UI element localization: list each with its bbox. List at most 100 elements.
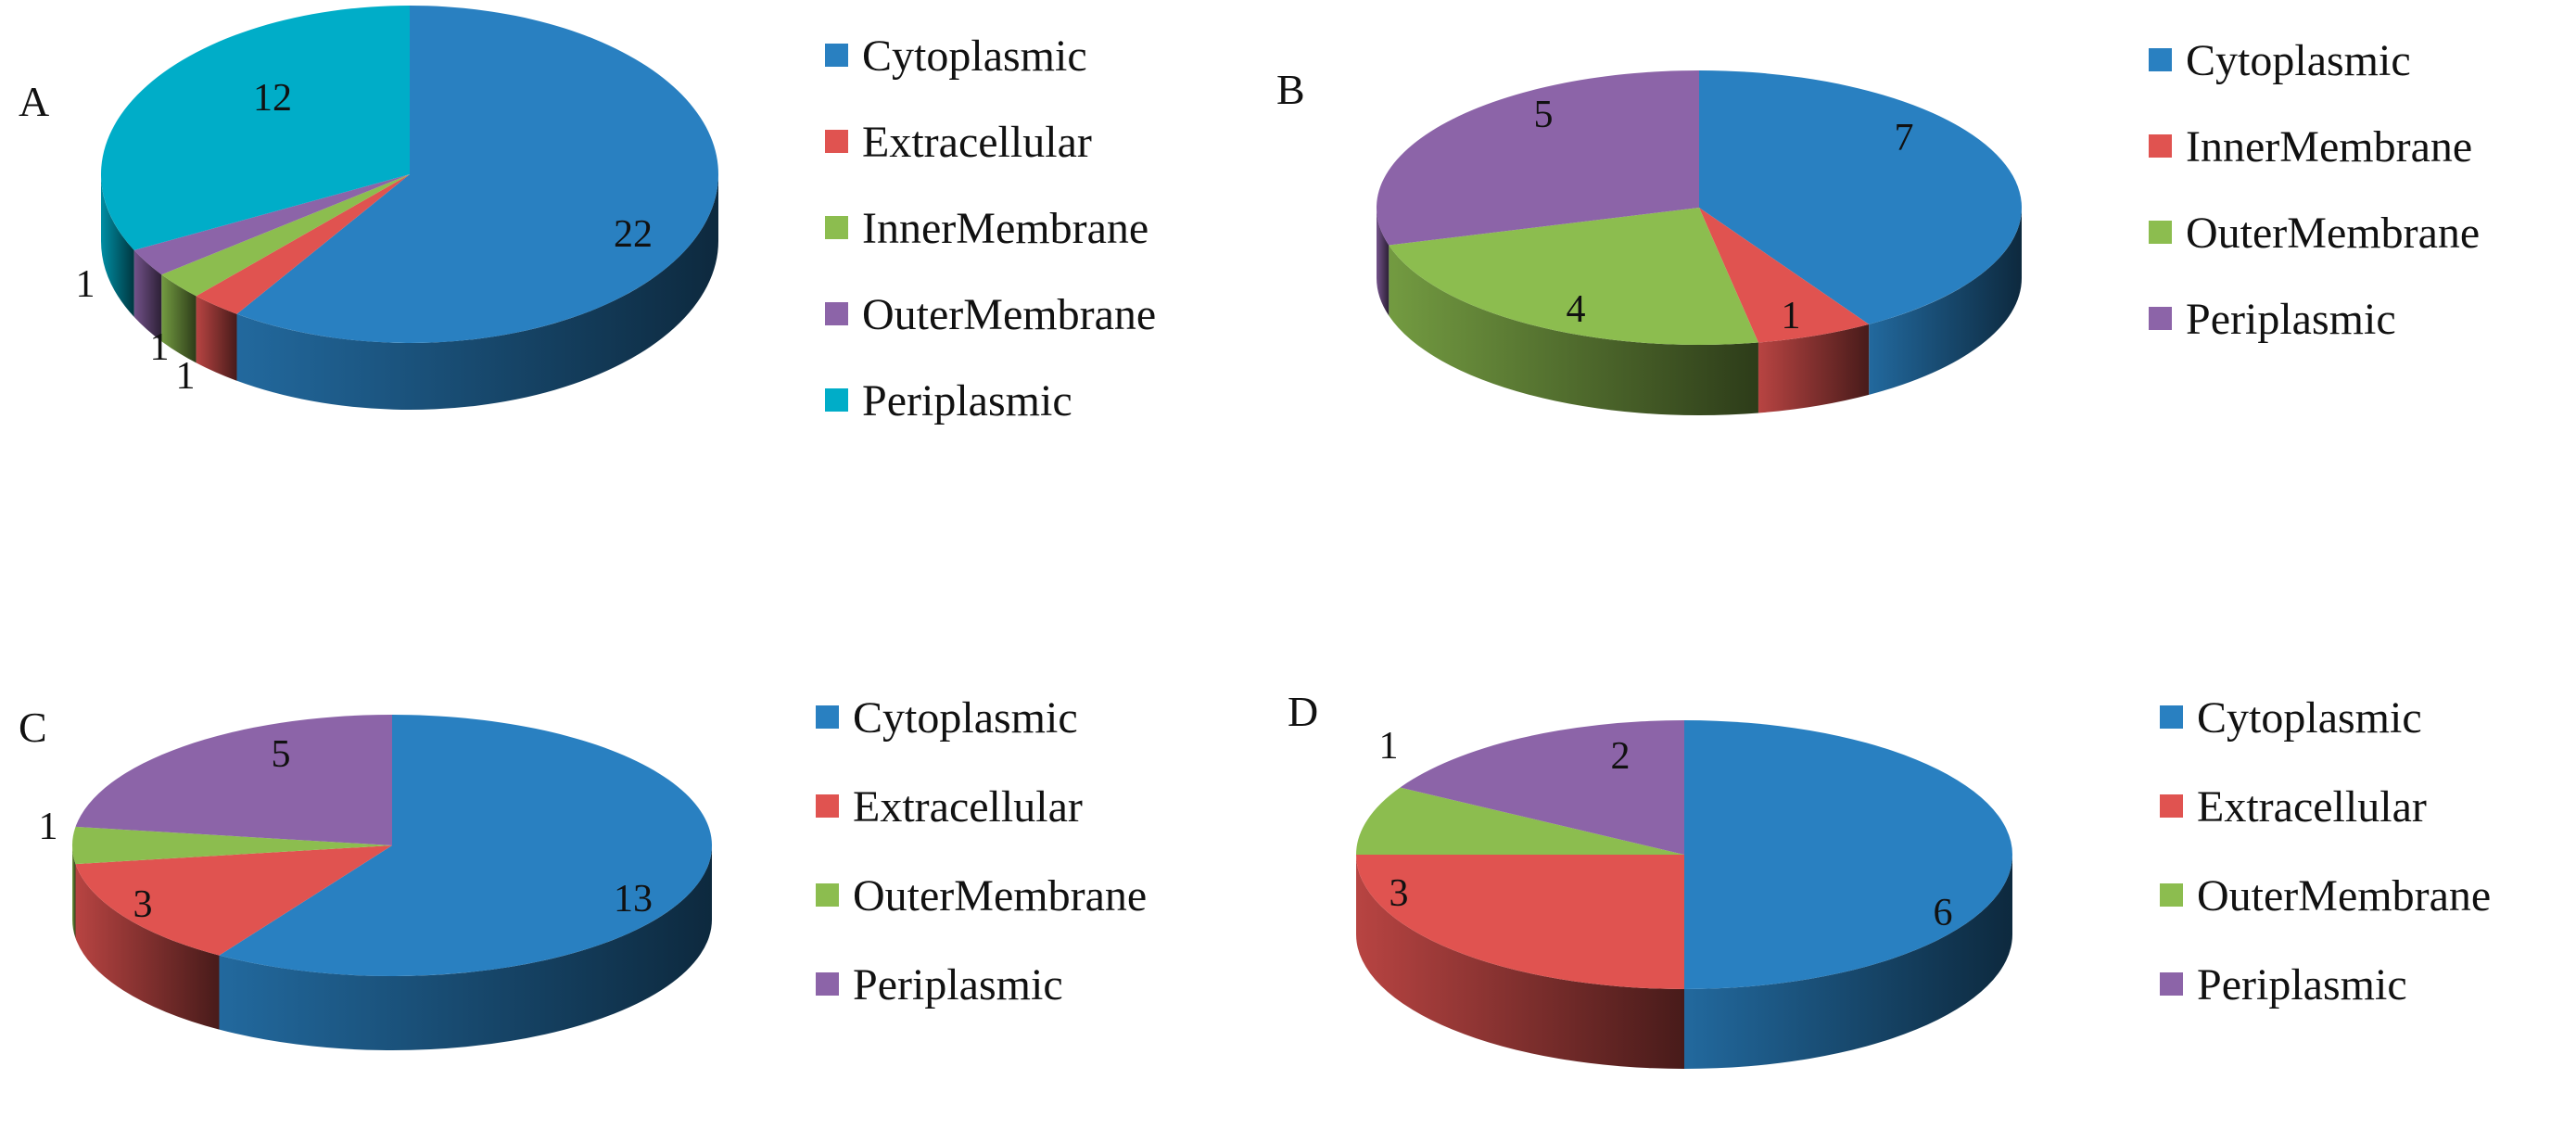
data-label-outer-membrane: 1 xyxy=(39,806,58,848)
legend-label: InnerMembrane xyxy=(2186,122,2472,171)
pie-slice-periplasmic xyxy=(101,6,411,250)
panel-letter: B xyxy=(1276,66,1305,113)
pie-side-inner-membrane xyxy=(1758,324,1870,413)
pie-slice-inner-membrane xyxy=(1699,208,1870,343)
legend-item: InnerMembrane xyxy=(2149,122,2472,171)
legend-label: Periplasmic xyxy=(853,960,1063,1009)
legend-item: Cytoplasmic xyxy=(816,693,1078,743)
pie-side-extracellular xyxy=(75,864,220,1030)
legend-item: Cytoplasmic xyxy=(2149,36,2411,85)
pie-side-cytoplasmic xyxy=(219,845,713,1050)
pie-top-faces xyxy=(101,6,719,343)
legend-item: Periplasmic xyxy=(816,960,1063,1009)
pie-side-cytoplasmic xyxy=(1684,855,2012,1069)
legend-swatch-outer-membrane xyxy=(816,883,839,907)
legend-label: Periplasmic xyxy=(862,376,1072,425)
legend-label: OuterMembrane xyxy=(2186,209,2480,258)
legend-item: Cytoplasmic xyxy=(2160,693,2422,743)
pie-slice-extracellular xyxy=(1356,855,1684,989)
legend-swatch-inner-membrane xyxy=(825,216,848,239)
legend-label: OuterMembrane xyxy=(862,290,1156,339)
data-label-periplasmic: 5 xyxy=(272,733,291,776)
pie-slice-outer-membrane xyxy=(1389,208,1758,345)
legend-swatch-cytoplasmic xyxy=(825,44,848,67)
pie-side-walls xyxy=(72,845,713,1050)
pie-panel-d: 6 3 1 2 D Cytoplasmic Extracellular OuterMembra… xyxy=(1288,688,2491,1069)
data-label-cytoplasmic: 13 xyxy=(614,878,653,921)
pie-side-inner-membrane xyxy=(161,274,197,363)
pie-side-periplasmic xyxy=(101,174,134,317)
legend-item: Extracellular xyxy=(816,782,1083,832)
legend-label: InnerMembrane xyxy=(862,204,1148,253)
pie-slice-periplasmic xyxy=(1377,70,1699,246)
pie-side-cytoplasmic xyxy=(236,174,719,410)
legend-item: OuterMembrane xyxy=(2160,871,2491,921)
pie-slice-periplasmic xyxy=(1400,720,1684,855)
pie-side-periplasmic xyxy=(1377,208,1390,316)
pie-side-extracellular xyxy=(196,296,237,381)
pie-slice-outer-membrane xyxy=(72,826,393,865)
legend-item: Extracellular xyxy=(825,118,1092,167)
legend-label: Extracellular xyxy=(862,118,1092,167)
legend-label: Extracellular xyxy=(853,782,1083,832)
pie-side-cytoplasmic xyxy=(1869,208,2022,395)
panel-letter: C xyxy=(19,704,47,751)
legend-swatch-periplasmic xyxy=(2160,972,2183,996)
legend-swatch-cytoplasmic xyxy=(2160,705,2183,729)
legend-item: Extracellular xyxy=(2160,782,2427,832)
pie-slice-outer-membrane xyxy=(1356,787,1684,855)
data-label-cytoplasmic: 6 xyxy=(1934,892,1953,934)
legend-swatch-periplasmic xyxy=(825,388,848,412)
pie-side-walls xyxy=(101,174,719,410)
legend-swatch-cytoplasmic xyxy=(816,705,839,729)
legend-label: Extracellular xyxy=(2197,782,2427,832)
legend-label: Periplasmic xyxy=(2186,295,2396,344)
legend: Cytoplasmic Extracellular OuterMembrane Per… xyxy=(816,693,1147,1009)
pie-slice-outer-membrane xyxy=(133,174,410,275)
data-label-extracellular: 3 xyxy=(1390,872,1409,915)
data-label-outer-membrane: 1 xyxy=(1379,725,1399,768)
legend-swatch-outer-membrane xyxy=(2149,221,2172,244)
legend-label: Periplasmic xyxy=(2197,960,2407,1009)
pie-side-walls xyxy=(1377,208,2022,416)
legend-item: OuterMembrane xyxy=(816,871,1147,921)
legend-item: InnerMembrane xyxy=(825,204,1148,253)
pie-slice-periplasmic xyxy=(75,715,393,845)
legend: Cytoplasmic Extracellular OuterMembrane Per… xyxy=(2160,693,2491,1009)
legend-item: Periplasmic xyxy=(2149,295,2396,344)
legend-label: OuterMembrane xyxy=(853,871,1147,921)
legend-swatch-outer-membrane xyxy=(2160,883,2183,907)
data-label-outer-membrane: 1 xyxy=(76,263,95,306)
legend: Cytoplasmic Extracellular InnerMembrane Out… xyxy=(825,32,1156,425)
pie-top-faces xyxy=(72,715,713,976)
data-label-inner-membrane: 1 xyxy=(1782,295,1801,337)
data-label-extracellular: 3 xyxy=(133,883,153,926)
legend-label: Cytoplasmic xyxy=(2186,36,2411,85)
data-label-cytoplasmic: 7 xyxy=(1895,117,1914,159)
data-label-periplasmic: 12 xyxy=(253,77,292,120)
data-label-inner-membrane: 1 xyxy=(150,326,170,369)
pie-side-extracellular xyxy=(1356,855,1684,1069)
pie-slice-extracellular xyxy=(196,174,410,314)
pie-panel-b: 7 1 4 5 B Cytoplasmic InnerMembrane OuterMembra… xyxy=(1276,36,2480,416)
legend-item: Periplasmic xyxy=(2160,960,2407,1009)
pie-slice-inner-membrane xyxy=(161,174,410,297)
pie-slice-extracellular xyxy=(75,845,393,956)
pie-side-outer-membrane xyxy=(72,845,76,939)
legend-label: OuterMembrane xyxy=(2197,871,2491,921)
legend-item: OuterMembrane xyxy=(2149,209,2480,258)
legend-item: Periplasmic xyxy=(825,376,1072,425)
legend-swatch-extracellular xyxy=(825,130,848,153)
legend-label: Cytoplasmic xyxy=(862,32,1087,81)
panel-letter: D xyxy=(1288,688,1318,735)
pie-panel-c: 13 3 1 5 C Cytoplasmic Extracellular OuterMembr… xyxy=(19,693,1147,1050)
legend-swatch-extracellular xyxy=(2160,794,2183,818)
pie-top-faces xyxy=(1356,720,2012,989)
data-label-periplasmic: 5 xyxy=(1534,94,1554,136)
legend-swatch-periplasmic xyxy=(2149,307,2172,330)
pie-side-outer-membrane xyxy=(133,249,162,342)
legend-swatch-outer-membrane xyxy=(825,302,848,325)
legend-label: Cytoplasmic xyxy=(2197,693,2422,743)
